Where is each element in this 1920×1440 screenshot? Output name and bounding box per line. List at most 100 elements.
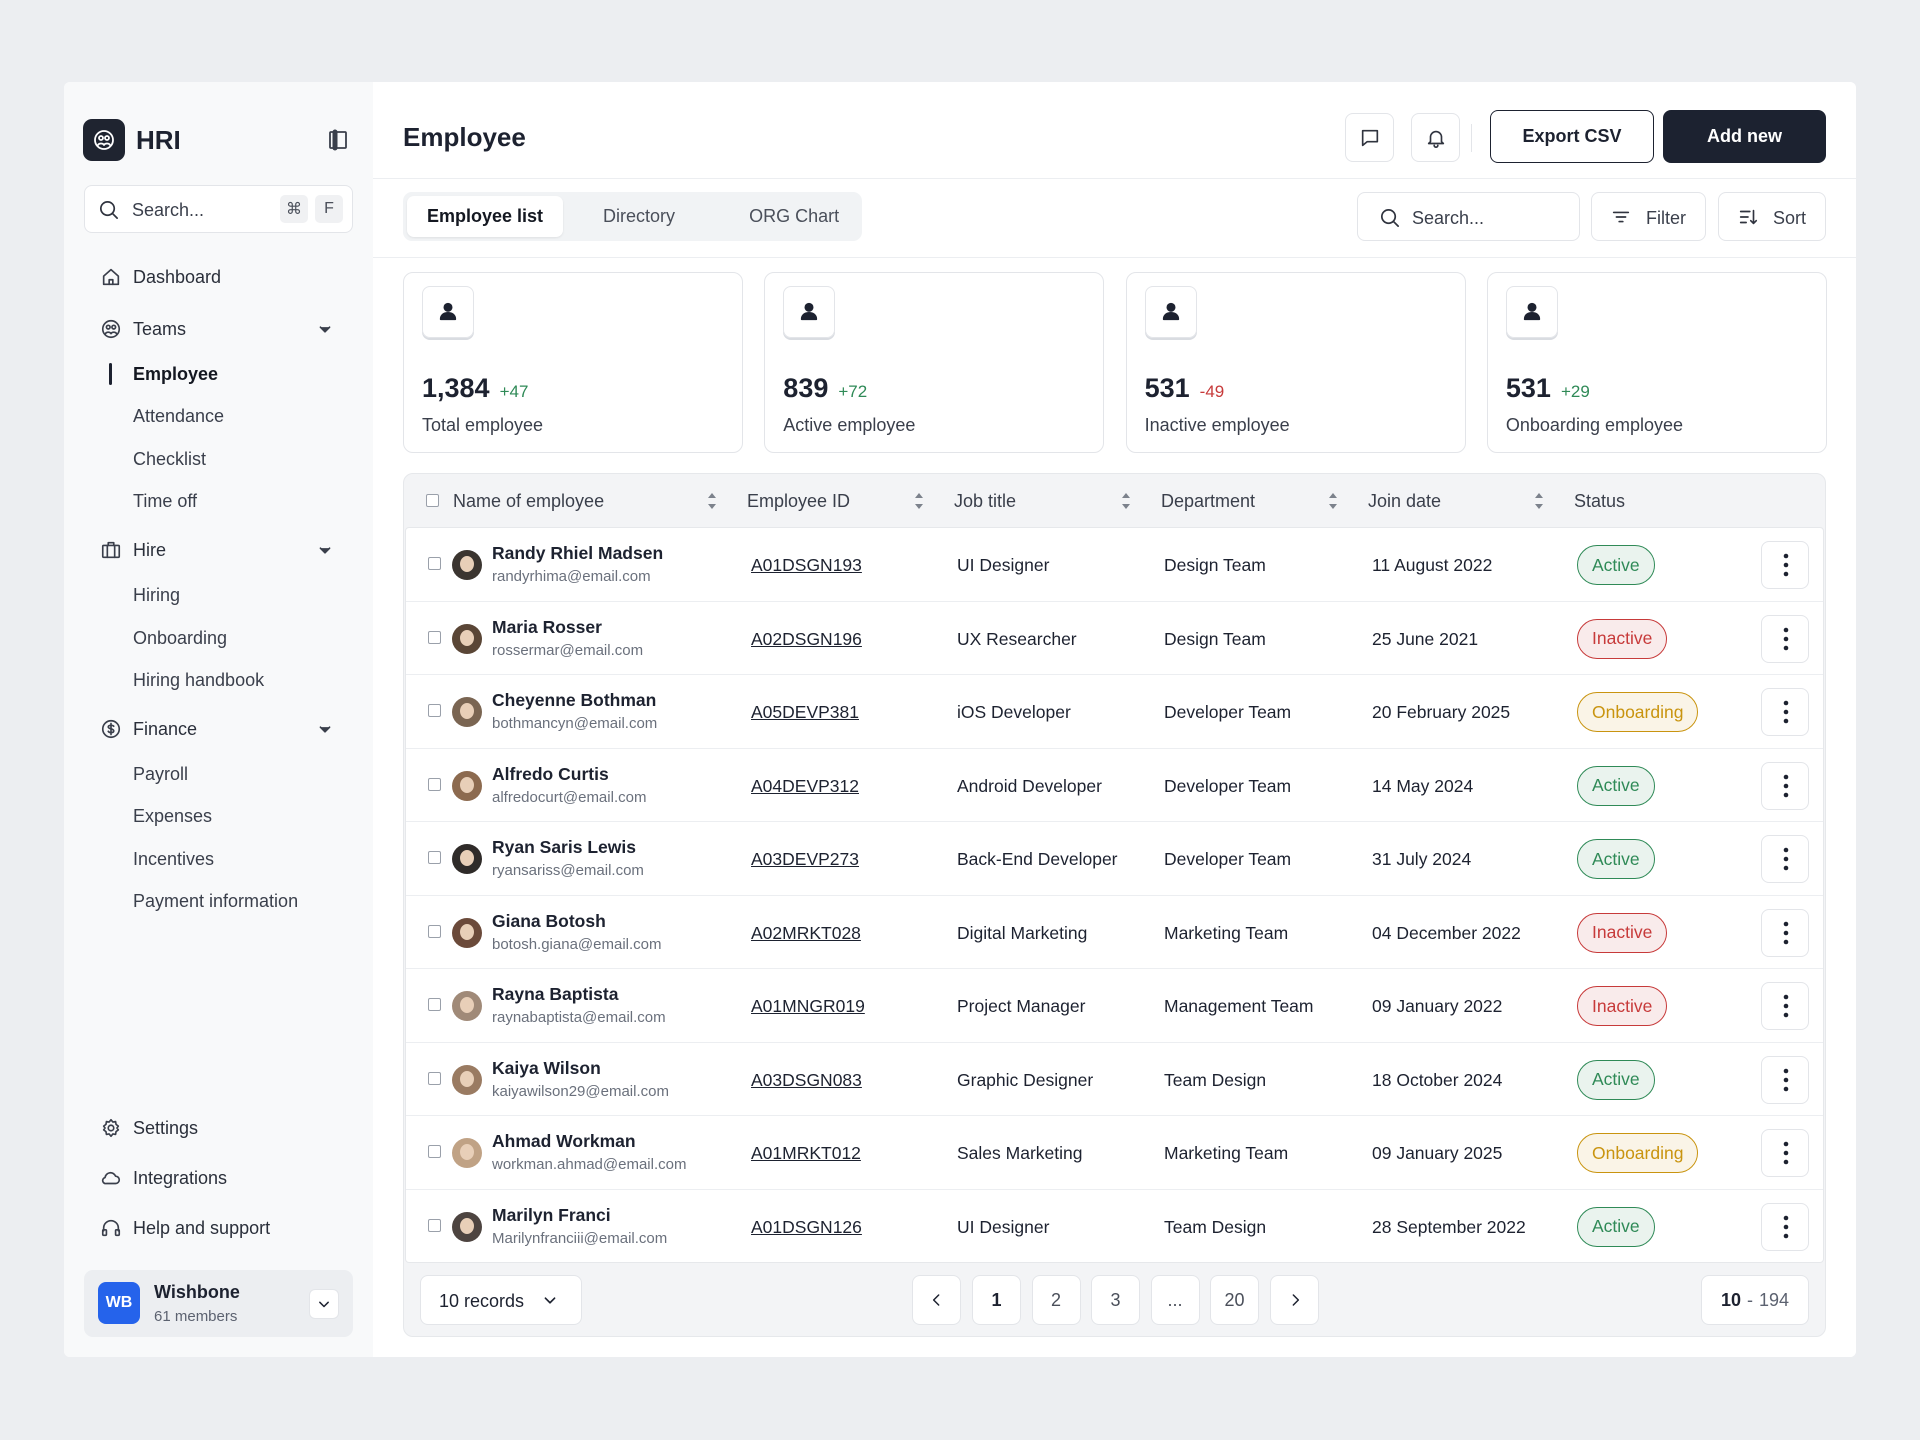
chat-button[interactable] (1345, 113, 1394, 162)
export-button[interactable]: Export CSV (1490, 110, 1654, 163)
sort-toggle[interactable] (706, 490, 718, 517)
tab-label: ORG Chart (749, 206, 840, 226)
checkbox[interactable] (428, 924, 441, 938)
nav-item[interactable]: Teams (84, 305, 353, 353)
tab[interactable]: Directory (569, 196, 709, 237)
sort-toggle[interactable] (1533, 490, 1545, 517)
table-body: Randy Rhiel Madsen randyrhima@email.com A0… (405, 527, 1824, 1263)
range: 10-194 (1701, 1275, 1809, 1325)
checkbox[interactable] (428, 777, 441, 791)
icon-part (1783, 1159, 1789, 1165)
nav-subitem[interactable]: Hiring handbook (84, 659, 353, 701)
icon-part (1162, 302, 1179, 321)
icon-part (804, 302, 814, 312)
sort-toggle[interactable] (1120, 490, 1132, 517)
nav-item[interactable]: Dashboard (84, 253, 353, 301)
add-button[interactable]: Add new (1663, 110, 1826, 163)
table-row: Alfredo Curtis alfredocurt@email.com A04DE… (406, 749, 1823, 822)
bell-button[interactable] (1411, 113, 1460, 162)
page-button[interactable]: 20 (1210, 1275, 1259, 1325)
icon-part (1783, 1141, 1789, 1147)
row-menu[interactable] (1761, 982, 1809, 1030)
employee-name: Randy Rhiel Madsen (492, 543, 664, 563)
icon-part (1783, 1141, 1789, 1165)
avatar (452, 623, 482, 654)
row-menu[interactable] (1761, 1202, 1809, 1251)
tab[interactable]: Employee list (407, 196, 564, 237)
row-menu[interactable] (1761, 614, 1809, 663)
nav-subitem[interactable]: Employee (84, 353, 353, 395)
nav-subitem[interactable]: Attendance (84, 395, 353, 437)
icon-part (102, 268, 120, 286)
checkbox[interactable] (428, 557, 441, 570)
page-button[interactable]: ... (1150, 1275, 1200, 1325)
row-menu[interactable] (1761, 541, 1809, 589)
nav-item[interactable]: Hire (84, 526, 353, 574)
avatar (452, 770, 482, 801)
page-label: 2 (1050, 1289, 1061, 1310)
join-date: 20 February 2025 (1372, 702, 1511, 722)
page-button[interactable]: 1 (972, 1275, 1021, 1325)
icon-part (1783, 774, 1789, 779)
icon-part (101, 1171, 121, 1185)
prev-page[interactable] (912, 1275, 961, 1325)
next-page[interactable] (1270, 1275, 1319, 1325)
checkbox[interactable] (428, 704, 441, 717)
nav-subitem[interactable]: Checklist (84, 438, 353, 480)
icon-part (1783, 709, 1789, 715)
icon-part (111, 324, 117, 330)
row-menu[interactable] (1761, 908, 1809, 957)
icon-part (1783, 939, 1789, 944)
row-menu[interactable] (1761, 688, 1809, 736)
workspace-toggle[interactable] (309, 1289, 339, 1319)
page-button[interactable]: 3 (1091, 1275, 1140, 1325)
icon-part (101, 544, 121, 559)
checkbox[interactable] (426, 494, 439, 507)
table-search[interactable]: Search... (1357, 192, 1580, 241)
checkbox[interactable] (428, 851, 441, 864)
nav-sublabel: Payroll (133, 764, 189, 785)
tab[interactable]: ORG Chart (715, 196, 873, 237)
checkbox[interactable] (428, 1145, 441, 1158)
checkbox[interactable] (428, 630, 441, 644)
filter-button[interactable]: Filter (1591, 192, 1706, 241)
sort-button[interactable]: Sort (1718, 192, 1826, 241)
down-icon (314, 539, 336, 561)
icon-part (1783, 553, 1789, 559)
checkbox[interactable] (428, 1218, 441, 1232)
checkbox[interactable] (428, 998, 441, 1011)
row-menu[interactable] (1761, 761, 1809, 810)
sort-toggle[interactable] (1327, 490, 1339, 517)
nav-subitem[interactable]: Expenses (84, 795, 353, 837)
right-icon (1285, 1290, 1305, 1310)
footer-item[interactable]: Integrations (84, 1154, 353, 1202)
records-select[interactable]: 10 records (420, 1275, 582, 1325)
sort-toggle[interactable] (913, 490, 925, 517)
page-label: 1 (991, 1289, 1002, 1310)
icon-part (1162, 312, 1179, 321)
join-date: 04 December 2022 (1372, 922, 1521, 943)
footer-item[interactable]: Help and support (84, 1204, 353, 1252)
nav-item[interactable]: Finance (84, 705, 353, 753)
footer-item[interactable]: Settings (84, 1104, 353, 1152)
nav-subitem[interactable]: Incentives (84, 838, 353, 880)
row-menu[interactable] (1761, 835, 1809, 883)
nav-subitem[interactable]: Payment information (84, 880, 353, 922)
sidebar-search[interactable]: Search... ⌘ F (84, 185, 353, 233)
employee-id: A05DEVP381 (751, 702, 859, 722)
user-icon (437, 300, 459, 322)
stat-change: +47 (499, 382, 529, 401)
nav-subitem[interactable]: Time off (84, 480, 353, 522)
icon-part (1783, 1068, 1789, 1073)
row-menu[interactable] (1761, 1055, 1809, 1104)
nav-subitem[interactable]: Payroll (84, 753, 353, 795)
nav-subitem[interactable]: Onboarding (84, 617, 353, 659)
workspace[interactable]: WB Wishbone 61 members (84, 1270, 353, 1337)
nav-subitem[interactable]: Hiring (84, 574, 353, 616)
checkbox[interactable] (428, 1071, 441, 1085)
row-menu[interactable] (1761, 1129, 1809, 1177)
page-button[interactable]: 2 (1031, 1275, 1081, 1325)
status-label: Inactive (1592, 922, 1653, 942)
table-row: Giana Botosh botosh.giana@email.com A02MRK… (406, 896, 1823, 969)
employee-email: ryansariss@email.com (492, 862, 644, 879)
